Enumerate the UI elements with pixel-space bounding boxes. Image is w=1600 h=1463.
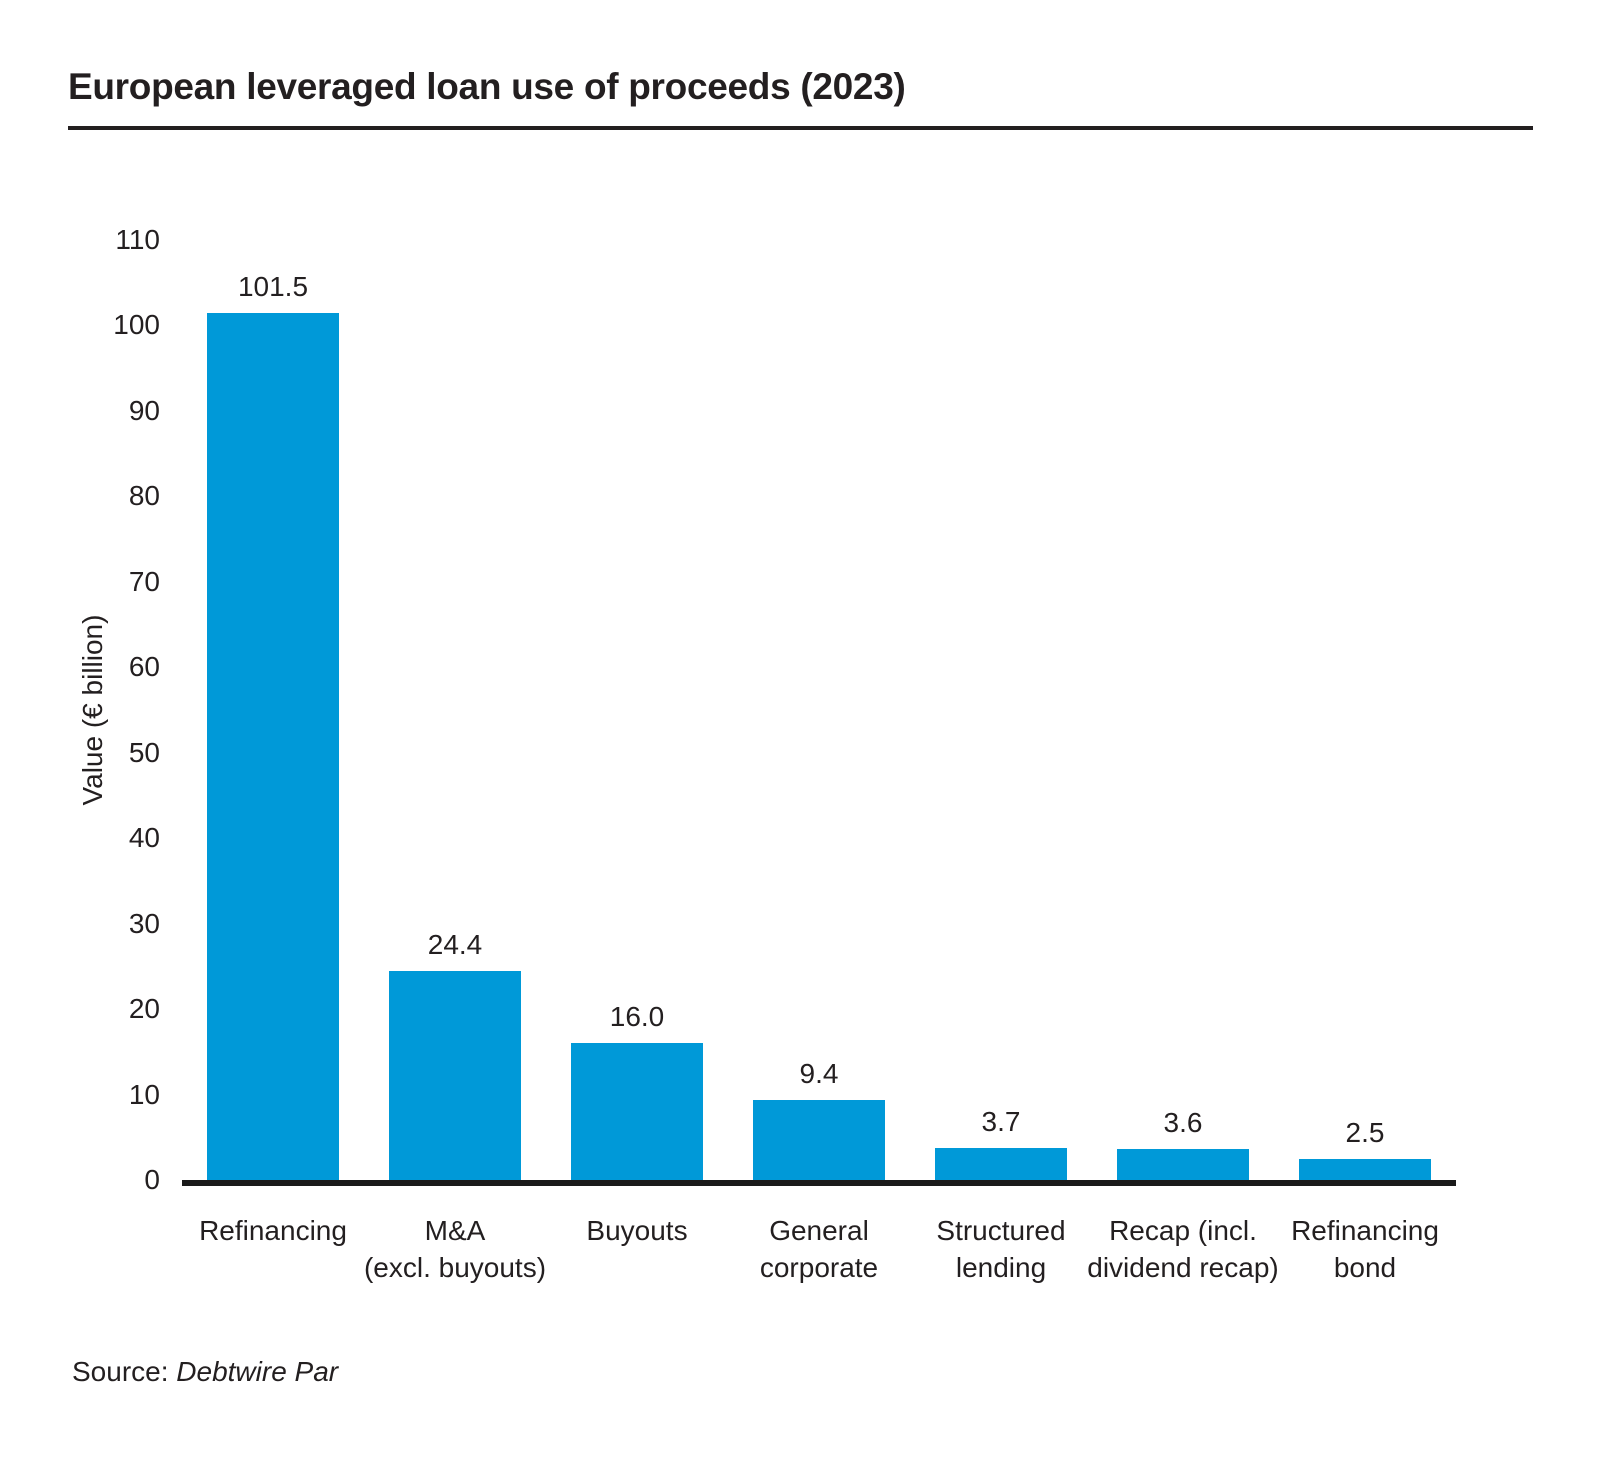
- bar-value-label: 3.6: [1163, 1107, 1203, 1138]
- y-axis-tick-label: 90: [128, 394, 160, 426]
- bar-value-label: 2.5: [1345, 1117, 1385, 1148]
- y-axis-tick-label: 70: [128, 565, 160, 597]
- bar-value-label: 101.5: [237, 271, 309, 302]
- bar-value-label: 3.7: [981, 1106, 1021, 1137]
- title-rule: [68, 126, 1533, 130]
- x-axis-category-label: Structured lending: [936, 1215, 1066, 1283]
- bar: [1299, 1159, 1431, 1180]
- y-axis-tick-label: 60: [128, 651, 160, 683]
- x-axis-category-label: Refinancing: [199, 1215, 347, 1246]
- y-axis-title: Value (€ billion): [77, 614, 108, 806]
- x-axis-category-label: Recap (incl. dividend recap): [1087, 1215, 1279, 1283]
- bar: [1117, 1149, 1249, 1180]
- x-axis-category-label: M&A (excl. buyouts): [363, 1215, 547, 1283]
- source-name: Debtwire Par: [176, 1356, 339, 1387]
- bar-value-label: 9.4: [799, 1058, 839, 1089]
- bar: [753, 1100, 885, 1180]
- source-label: Source:: [72, 1356, 169, 1387]
- y-axis-tick-label: 0: [144, 1164, 160, 1195]
- y-axis-tick-label: 30: [128, 907, 160, 939]
- chart-title: European leveraged loan use of proceeds …: [68, 66, 906, 107]
- bar: [571, 1043, 703, 1180]
- y-axis-tick-label: 50: [128, 736, 160, 768]
- x-axis-category-label: Refinancing bond: [1291, 1215, 1439, 1283]
- x-axis-baseline: [182, 1180, 1456, 1186]
- bar: [207, 313, 339, 1180]
- x-axis-category-label: Buyouts: [586, 1215, 688, 1246]
- y-axis-tick-label: 110: [115, 224, 160, 255]
- bar: [389, 971, 521, 1180]
- y-axis-tick-label: 20: [128, 993, 160, 1025]
- y-axis-tick-label: 10: [128, 1078, 160, 1110]
- y-axis-tick-label: 40: [128, 822, 160, 854]
- y-axis-tick-label: 80: [128, 480, 160, 512]
- source-note: Source: Debtwire Par: [72, 1356, 338, 1388]
- bar-value-label: 24.4: [427, 929, 483, 960]
- y-axis-tick-label: 100: [113, 309, 160, 341]
- x-axis-category-label: General corporate: [759, 1215, 879, 1283]
- bar-value-label: 16.0: [609, 1001, 665, 1032]
- bar: [935, 1148, 1067, 1180]
